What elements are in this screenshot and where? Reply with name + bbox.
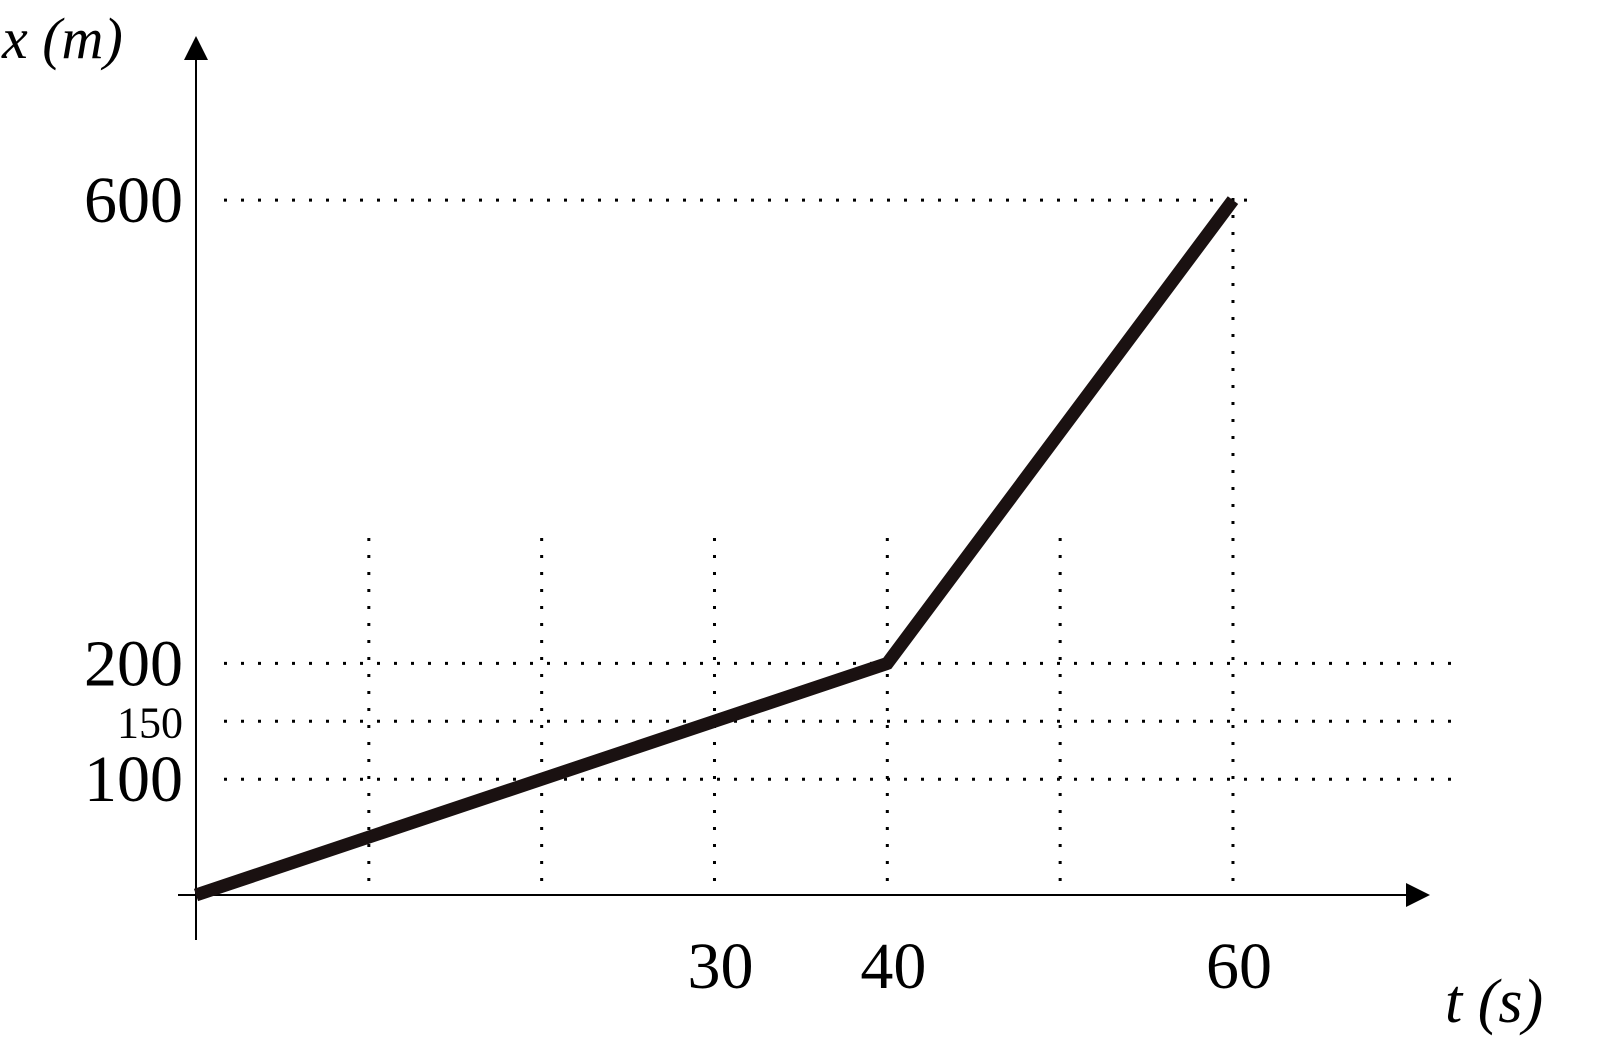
y-axis-arrow <box>184 36 208 60</box>
x-tick-label: 40 <box>860 930 926 1003</box>
y-tick-label: 200 <box>84 627 183 700</box>
y-tick-label: 100 <box>84 743 183 816</box>
x-tick-label: 60 <box>1206 930 1272 1003</box>
x-axis-label: t (s) <box>1445 968 1543 1036</box>
x-axis-arrow <box>1406 883 1430 907</box>
y-tick-label: 150 <box>117 698 183 747</box>
y-tick-label: 600 <box>84 164 183 237</box>
x-tick-label: 30 <box>687 930 753 1003</box>
y-axis-label: x (m) <box>1 6 123 71</box>
data-line <box>193 196 1239 902</box>
